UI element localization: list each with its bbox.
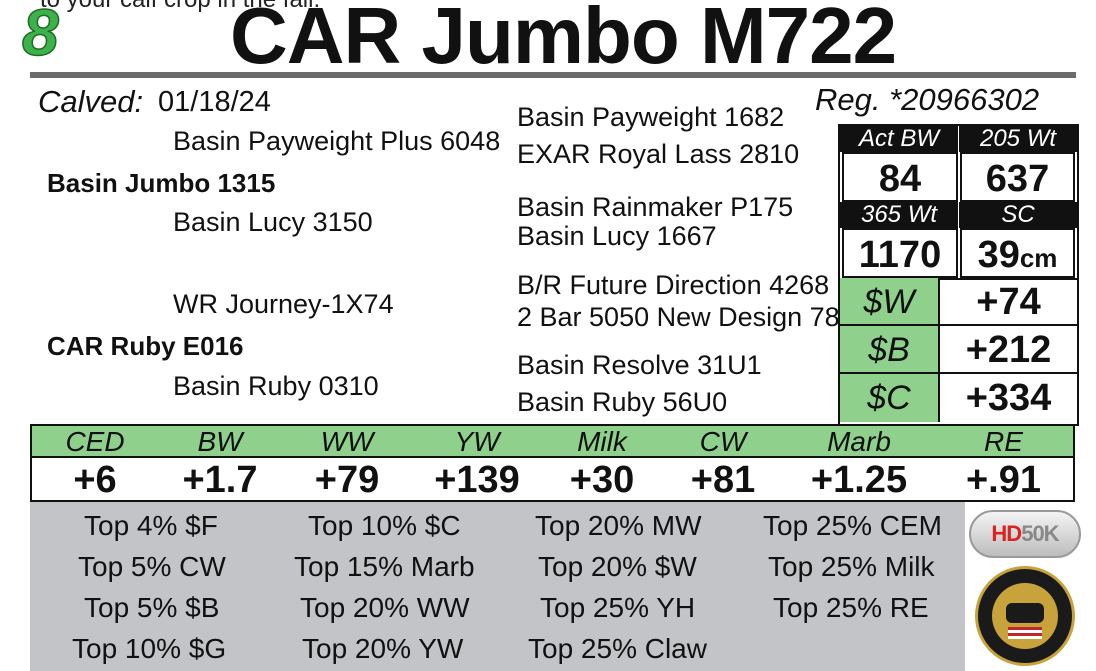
percentile-ranks: Top 4% $F Top 5% CW Top 5% $B Top 10% $G…: [30, 502, 965, 671]
rank-item: Top 25% CEM: [763, 510, 942, 541]
pedigree-dam-dam: Basin Ruby 0310: [173, 371, 379, 401]
epd-label: WW: [320, 426, 374, 457]
act-bw-label: Act BW: [840, 126, 958, 152]
epd-value: +139: [434, 459, 520, 501]
index-row-c: $C +334: [840, 374, 1077, 422]
weights-box: Act BW 205 Wt 84 637 365 Wt SC 1170 39cm: [838, 124, 1079, 280]
index-value: +212: [940, 326, 1077, 374]
title-divider: [30, 72, 1076, 78]
sc-label: SC: [959, 202, 1077, 228]
logo-panel: HD50K: [965, 502, 1096, 671]
wt365-label: 365 Wt: [840, 202, 958, 228]
epd-label: Milk: [577, 426, 627, 457]
rank-item: Top 25% RE: [773, 592, 929, 623]
pedigree-dam-sire: WR Journey-1X74: [173, 289, 394, 319]
epd-label: RE: [984, 426, 1023, 457]
epd-label: Marb: [827, 426, 891, 457]
epd-table: CED BW WW YW Milk CW Marb RE +6 +1.7 +79…: [30, 424, 1075, 502]
epd-value: +6: [73, 459, 117, 501]
rank-item: Top 20% MW: [535, 510, 702, 541]
epd-label: CED: [65, 426, 125, 457]
epd-value: +.91: [965, 459, 1042, 501]
calved-value: 01/18/24: [158, 86, 271, 118]
epd-header-row: [32, 426, 1073, 458]
calved-label: Calved:: [38, 84, 144, 119]
dollar-index-box: $W +74 $B +212 $C +334: [838, 276, 1079, 426]
epd-label: CW: [699, 426, 747, 457]
pedigree-dam-dam-dam: Basin Ruby 56U0: [517, 387, 728, 417]
pedigree-sire-dam-dam: Basin Lucy 1667: [517, 221, 717, 251]
index-value: +334: [965, 377, 1052, 419]
pedigree-dam: CAR Ruby E016: [47, 331, 244, 361]
epd-label: YW: [454, 426, 500, 457]
rank-item: Top 25% Claw: [528, 633, 707, 664]
index-label: $W: [840, 278, 940, 326]
index-label: $C: [840, 374, 940, 422]
rank-item: Top 10% $G: [72, 633, 227, 664]
pedigree-sire-sire: Basin Payweight Plus 6048: [173, 126, 501, 156]
rank-item: Top 10% $C: [308, 510, 461, 541]
animal-title: CAR Jumbo M722: [230, 0, 897, 80]
pedigree-sire-sire-dam: EXAR Royal Lass 2810: [517, 139, 800, 169]
epd-value: +1.7: [182, 459, 258, 501]
epd-value: +30: [569, 459, 635, 501]
pedigree-sire-dam-sire: Basin Rainmaker P175: [517, 192, 794, 222]
pedigree-sire: Basin Jumbo 1315: [47, 168, 276, 198]
rank-item: Top 20% YW: [302, 633, 464, 664]
epd-value: +1.25: [810, 459, 908, 501]
rank-item: Top 20% $W: [538, 551, 697, 582]
epd-label: BW: [197, 426, 243, 457]
hd50k-logo-icon: HD50K: [969, 510, 1081, 558]
rank-item: Top 5% $B: [84, 592, 220, 623]
epd-value: +79: [314, 459, 380, 501]
rank-item: Top 15% Marb: [294, 551, 475, 582]
index-row-b: $B +212: [840, 326, 1077, 374]
epd-value: +81: [690, 459, 756, 501]
wt365-value: 1170: [842, 228, 958, 278]
pedigree-dam-sire-dam: 2 Bar 5050 New Design 7831: [517, 302, 870, 332]
pedigree-sire-dam: Basin Lucy 3150: [173, 207, 373, 237]
act-bw-value: 84: [842, 152, 958, 202]
index-label: $B: [840, 326, 940, 374]
index-value: +74: [940, 278, 1077, 326]
wt205-label: 205 Wt: [959, 126, 1077, 152]
cut-off-text: to your calf crop in the fall.: [40, 0, 320, 14]
angus-seal-icon: [975, 566, 1075, 666]
sc-number: 39: [977, 234, 1020, 276]
pedigree-dam-sire-sire: B/R Future Direction 4268: [517, 270, 830, 300]
sc-unit: cm: [1019, 243, 1058, 273]
wt205-value: 637: [960, 152, 1075, 202]
pedigree-dam-dam-sire: Basin Resolve 31U1: [517, 350, 762, 380]
lot-number: 8: [21, 0, 59, 70]
rank-item: Top 25% Milk: [768, 551, 935, 582]
registration-number: Reg. *20966302: [815, 82, 1040, 117]
rank-item: Top 20% WW: [300, 592, 470, 623]
pedigree-sire-sire-sire: Basin Payweight 1682: [517, 102, 785, 132]
sc-value: 39cm: [960, 228, 1075, 278]
rank-item: Top 5% CW: [78, 551, 226, 582]
rank-item: Top 25% YH: [540, 592, 696, 623]
rank-item: Top 4% $F: [84, 510, 218, 541]
index-row-w: $W +74: [840, 278, 1077, 326]
